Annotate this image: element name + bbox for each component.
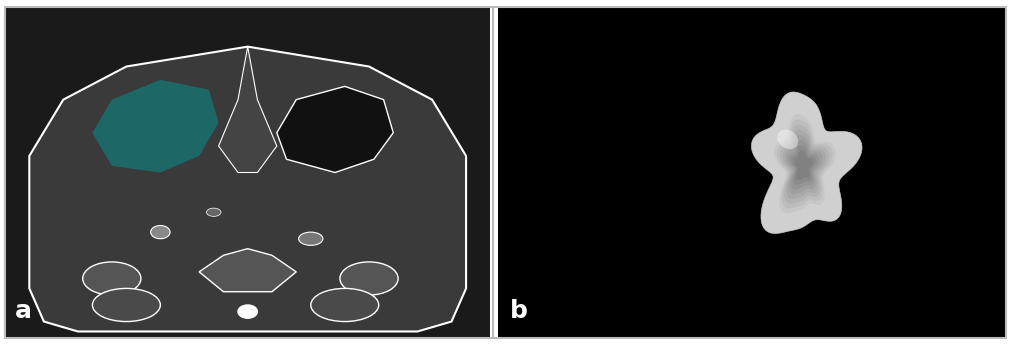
Text: b: b — [510, 299, 528, 323]
Ellipse shape — [310, 288, 379, 322]
Ellipse shape — [340, 262, 398, 295]
Polygon shape — [792, 145, 816, 185]
Text: a: a — [15, 299, 31, 323]
Polygon shape — [777, 119, 833, 208]
Ellipse shape — [777, 130, 799, 149]
Circle shape — [238, 305, 258, 318]
Polygon shape — [783, 130, 826, 199]
Ellipse shape — [151, 226, 170, 239]
Polygon shape — [218, 47, 277, 172]
Ellipse shape — [298, 232, 323, 245]
Ellipse shape — [83, 262, 141, 295]
Polygon shape — [751, 92, 862, 234]
Polygon shape — [774, 114, 836, 213]
Polygon shape — [795, 150, 813, 180]
Polygon shape — [199, 249, 296, 292]
Polygon shape — [92, 80, 218, 172]
Polygon shape — [277, 86, 393, 172]
Ellipse shape — [206, 208, 221, 216]
Polygon shape — [779, 125, 829, 204]
Polygon shape — [786, 135, 823, 194]
Polygon shape — [789, 140, 820, 189]
Ellipse shape — [92, 288, 161, 322]
Polygon shape — [29, 47, 466, 332]
